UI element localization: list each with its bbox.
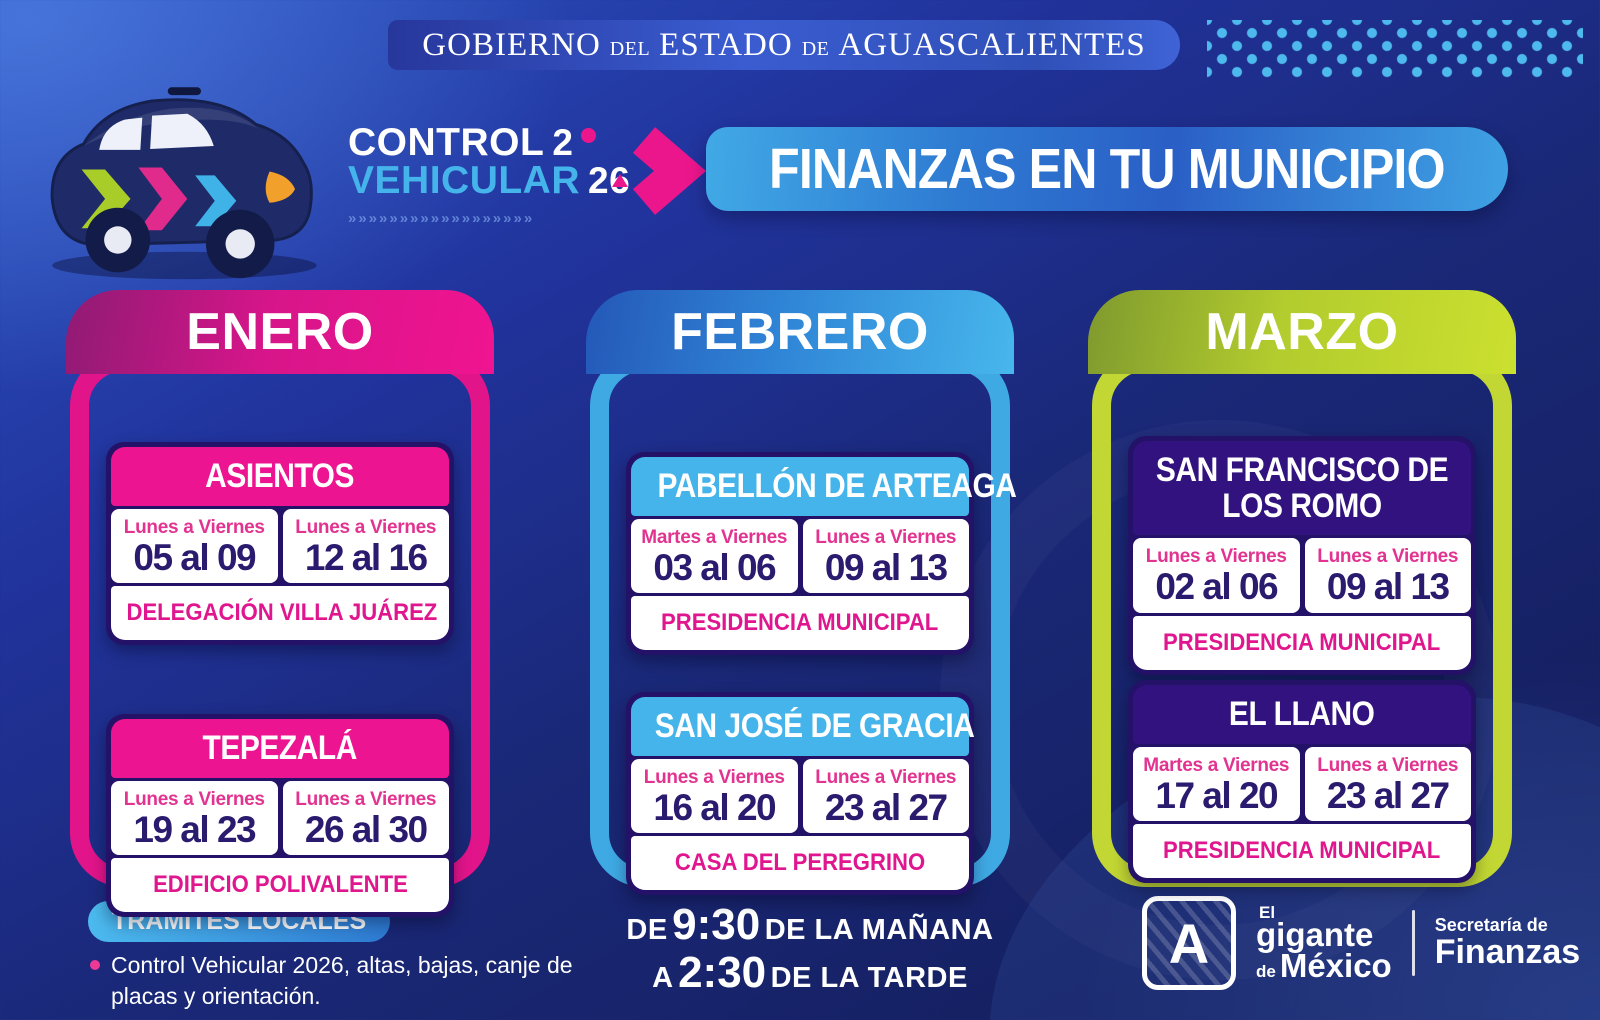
- days-label: Lunes a Viernes: [123, 516, 265, 538]
- schedule-time1: 9:30: [672, 900, 761, 949]
- secretaria-finanzas-wordmark: Secretaría de Finanzas: [1434, 914, 1581, 971]
- location-label: PRESIDENCIA MUNICIPAL: [631, 596, 969, 651]
- municipality-card-tepezala: TEPEZALÁ Lunes a Viernes 19 al 23 Lunes …: [106, 714, 454, 918]
- date-range: 02 al 06: [1155, 566, 1278, 608]
- card-title: SAN JOSÉ DE GRACIA: [631, 697, 975, 756]
- date-range: 19 al 23: [133, 808, 256, 850]
- card-title: EL LLANO: [1133, 685, 1471, 744]
- schedule-pre2: A: [652, 961, 674, 994]
- month-header: FEBRERO: [586, 290, 1014, 374]
- aguascalientes-a-logo: A: [1142, 896, 1236, 990]
- card-title: PABELLÓN DE ARTEAGA: [631, 457, 1017, 516]
- page-title: FINANZAS EN TU MUNICIPIO: [769, 137, 1445, 201]
- municipality-card-el-llano: EL LLANO Martes a Viernes 17 al 20 Lunes…: [1128, 680, 1476, 884]
- brand-logos: A El gigante de México Secretaría de Fin…: [1142, 896, 1580, 990]
- location-label: DELEGACIÓN VILLA JUÁREZ: [111, 586, 449, 641]
- tramites-description: Control Vehicular 2026, altas, bajas, ca…: [90, 950, 610, 1012]
- days-label: Lunes a Viernes: [1317, 546, 1459, 568]
- days-label: Lunes a Viernes: [643, 766, 785, 788]
- date-cell: Martes a Viernes 17 al 20: [1133, 746, 1300, 822]
- card-title: SAN FRANCISCO DE LOS ROMO: [1133, 441, 1471, 536]
- municipality-card-pabellon: PABELLÓN DE ARTEAGA Martes a Viernes 03 …: [626, 452, 1017, 656]
- schedule-pre1: DE: [626, 914, 668, 946]
- logo-line2: VEHICULAR: [348, 159, 581, 203]
- date-range: 03 al 06: [653, 546, 776, 588]
- days-label: Lunes a Viernes: [1317, 754, 1459, 776]
- municipality-card-san-francisco: SAN FRANCISCO DE LOS ROMO Lunes a Vierne…: [1128, 436, 1476, 676]
- days-label: Martes a Viernes: [641, 526, 788, 548]
- date-cell: Lunes a Viernes 12 al 16: [282, 508, 449, 584]
- days-label: Lunes a Viernes: [295, 516, 437, 538]
- date-range: 23 al 27: [824, 786, 948, 828]
- logo-year-top: 2: [552, 121, 574, 163]
- toy-car-illustration: [50, 87, 317, 280]
- date-range: 17 al 20: [1155, 774, 1278, 816]
- date-cell: Lunes a Viernes 02 al 06: [1133, 538, 1300, 614]
- days-label: Lunes a Viernes: [815, 526, 957, 548]
- schedule-post1: DE LA MAÑANA: [764, 914, 994, 946]
- date-cell: Lunes a Viernes 09 al 13: [802, 518, 969, 594]
- location-label: CASA DEL PEREGRINO: [631, 836, 969, 891]
- brand-divider: [1411, 910, 1415, 976]
- schedule-time2: 2:30: [678, 947, 767, 997]
- date-range: 23 al 27: [1326, 774, 1450, 816]
- date-range: 05 al 09: [133, 536, 256, 578]
- location-label: PRESIDENCIA MUNICIPAL: [1133, 616, 1471, 671]
- date-cell: Lunes a Viernes 19 al 23: [111, 780, 278, 856]
- month-name: MARZO: [1205, 303, 1399, 361]
- date-cell: Lunes a Viernes 26 al 30: [282, 780, 449, 856]
- days-label: Lunes a Viernes: [123, 788, 265, 810]
- month-name: FEBRERO: [671, 303, 929, 361]
- date-cell: Lunes a Viernes 23 al 27: [1304, 746, 1471, 822]
- month-header: MARZO: [1088, 290, 1516, 374]
- pink-dot-icon: [581, 127, 597, 143]
- date-range: 26 al 30: [304, 808, 428, 850]
- banner-word: DEL: [609, 38, 651, 60]
- pink-triangle-icon: [612, 173, 629, 187]
- government-banner: GOBIERNO DEL ESTADO DE AGUASCALIENTES: [388, 20, 1180, 70]
- location-label: EDIFICIO POLIVALENTE: [111, 858, 449, 913]
- schedule-text: DE 9:30 DE LA MAÑANA A 2:30 DE LA TARDE: [585, 901, 1035, 996]
- control-vehicular-logo: CONTROL 2 VEHICULAR 26 »»»»»»»»»»»»»»»»»…: [348, 121, 630, 228]
- logo-line1: CONTROL: [348, 121, 545, 164]
- date-range: 12 al 16: [304, 536, 428, 578]
- date-cell: Lunes a Viernes 23 al 27: [802, 758, 969, 834]
- banner-word: ESTADO: [659, 27, 793, 63]
- month-column-enero: ENERO ASIENTOS Lunes a Viernes 05 al 09 …: [66, 290, 494, 918]
- banner-word: GOBIERNO: [422, 27, 601, 63]
- pink-arrow-icon: [632, 127, 707, 215]
- date-cell: Lunes a Viernes 09 al 13: [1304, 538, 1471, 614]
- month-header: ENERO: [66, 290, 494, 374]
- main-title-banner: FINANZAS EN TU MUNICIPIO: [706, 127, 1508, 211]
- date-range: 16 al 20: [653, 786, 776, 828]
- dot-pattern-decoration: [1207, 20, 1583, 78]
- municipality-card-asientos: ASIENTOS Lunes a Viernes 05 al 09 Lunes …: [106, 442, 454, 646]
- date-range: 09 al 13: [824, 546, 948, 588]
- schedule-post2: DE LA TARDE: [770, 961, 968, 994]
- municipality-card-san-jose: SAN JOSÉ DE GRACIA Lunes a Viernes 16 al…: [626, 692, 975, 896]
- days-label: Lunes a Viernes: [815, 766, 957, 788]
- date-cell: Lunes a Viernes 16 al 20: [631, 758, 798, 834]
- date-range: 09 al 13: [1326, 566, 1450, 608]
- month-name: ENERO: [186, 303, 374, 361]
- gigante-de-mexico-wordmark: El gigante de México: [1256, 902, 1392, 984]
- month-column-marzo: MARZO SAN FRANCISCO DE LOS ROMO Lunes a …: [1088, 290, 1516, 887]
- month-column-febrero: FEBRERO PABELLÓN DE ARTEAGA Martes a Vie…: [586, 290, 1017, 896]
- days-label: Lunes a Viernes: [295, 788, 437, 810]
- location-label: PRESIDENCIA MUNICIPAL: [1133, 824, 1471, 879]
- days-label: Martes a Viernes: [1143, 754, 1290, 776]
- days-label: Lunes a Viernes: [1145, 546, 1287, 568]
- date-cell: Martes a Viernes 03 al 06: [631, 518, 798, 594]
- banner-word: AGUASCALIENTES: [838, 27, 1146, 63]
- date-cell: Lunes a Viernes 05 al 09: [111, 508, 278, 584]
- banner-word: DE: [801, 38, 830, 60]
- bullet-dot-icon: [90, 960, 100, 970]
- tire-track-chevrons-icon: »»»»»»»»»»»»»»»»»»: [348, 210, 535, 228]
- card-title: TEPEZALÁ: [111, 719, 449, 778]
- card-title: ASIENTOS: [111, 447, 449, 506]
